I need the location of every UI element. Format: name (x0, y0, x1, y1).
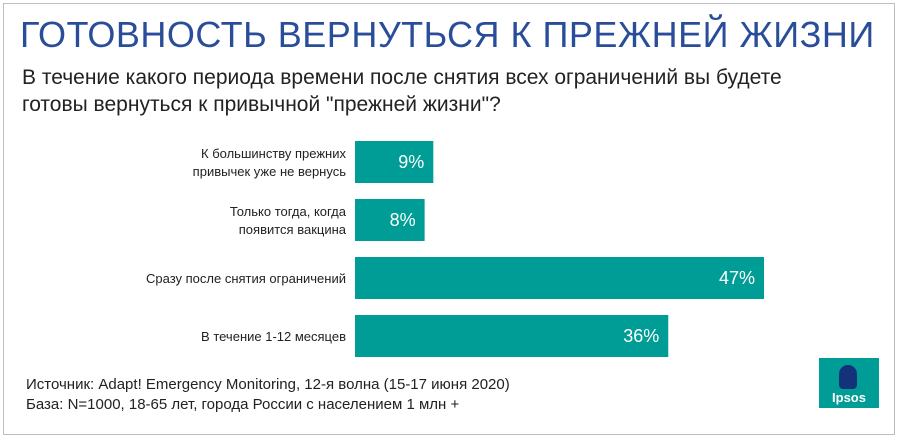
category-label-0-line-0: К большинству прежних (201, 146, 346, 161)
category-label-1-line-0: Только тогда, когда (230, 204, 347, 219)
subtitle-line-1: В течение какого периода времени после с… (22, 66, 782, 89)
bar-value-label-2: 47% (719, 268, 755, 288)
category-label-3-line-0: В течение 1-12 месяцев (201, 329, 346, 344)
category-label-0: К большинству прежних привычек уже не вер… (193, 146, 347, 179)
category-label-2: Сразу после снятия ограничений (146, 271, 346, 286)
bar-value-label-3: 36% (623, 326, 659, 346)
base-text: База: N=1000, 18-65 лет, города России с… (26, 396, 460, 413)
chart-subtitle: В течение какого периода времени после с… (22, 64, 882, 118)
category-label-3: В течение 1-12 месяцев (201, 329, 346, 344)
bar-3 (355, 315, 669, 357)
bar-1 (355, 199, 425, 241)
category-label-1: Только тогда, когда появится вакцина (230, 204, 347, 237)
ipsos-logo-icon (839, 365, 857, 389)
chart-frame (3, 3, 895, 435)
chart-title: ГОТОВНОСТЬ ВЕРНУТЬСЯ К ПРЕЖНЕЙ ЖИЗНИ (20, 14, 875, 55)
logo-text: Ipsos (832, 390, 866, 405)
bar-value-label-0: 9% (398, 152, 424, 172)
bar-value-label-1: 8% (390, 210, 416, 230)
bar-0 (355, 141, 434, 183)
category-label-0-line-1: привычек уже не вернусь (193, 164, 347, 179)
bar-2 (355, 257, 764, 299)
subtitle-line-2: готовы вернуться к привычной "прежней жи… (22, 93, 501, 116)
category-label-1-line-1: появится вакцина (239, 222, 347, 237)
ipsos-logo: Ipsos (819, 358, 879, 408)
category-label-2-line-0: Сразу после снятия ограничений (146, 271, 346, 286)
source-text: Источник: Adapt! Emergency Monitoring, 1… (26, 376, 510, 393)
source-note: Источник: Adapt! Emergency Monitoring, 1… (26, 375, 510, 415)
